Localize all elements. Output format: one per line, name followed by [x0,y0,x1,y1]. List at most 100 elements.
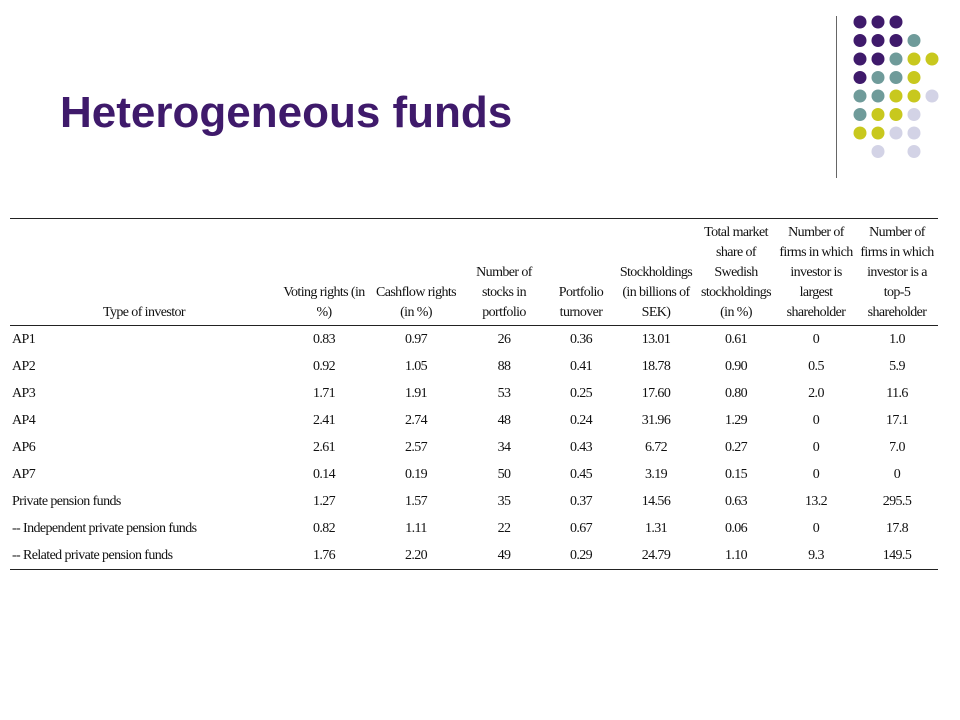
decorative-dot [853,71,867,84]
row-label: AP2 [12,358,36,374]
table-row: AP2 0.92 1.05 88 0.41 18.78 0.90 0.5 5.9 [10,353,938,380]
decorative-dot [907,34,921,47]
table-cell: 0.06 [724,520,748,536]
table-cell: 3.19 [644,466,668,482]
table-cell: 0.61 [724,331,748,347]
decorative-dot [907,71,921,84]
row-label: -- Related private pension funds [10,542,278,570]
table-cell: 1.11 [405,520,427,536]
table-cell: 0.80 [724,385,748,401]
table-cell: 22 [497,520,511,536]
table-cell: 0.24 [569,412,593,428]
table-body: AP1 0.83 0.97 26 0.36 13.01 0.61 0 1.0 AP2 0.92 1.0… [10,326,938,570]
table-cell: 5.9 [889,358,905,374]
table-cell: 17.1 [885,412,909,428]
table-row: Private pension funds 1.27 1.57 35 0.37 14.56… [10,488,938,515]
table-cell: 2.74 [404,412,428,428]
row-label: AP1 [12,331,36,347]
decorative-dot [853,89,867,103]
table-cell: 2.41 [312,412,336,428]
column-header: Number of stocks in portfolio [462,218,546,326]
table-cell: 53 [497,385,511,401]
decorative-dot [889,34,903,47]
table-cell: 0.29 [546,542,616,570]
decorative-dot [889,89,903,103]
table-cell: 2.20 [370,542,462,570]
table-cell: 0.41 [569,358,593,374]
decorative-dot [889,52,903,66]
table-cell: 13.01 [641,331,671,347]
decorative-dot [871,126,885,140]
decorative-dot [907,126,921,140]
table-cell: 11.6 [886,385,908,401]
table-cell: 49 [462,542,546,570]
decorative-dot [907,89,921,103]
table-cell: 1.57 [404,493,428,509]
table-cell: 0.19 [404,466,428,482]
table-cell: 34 [497,439,511,455]
table-header-row: Type of investor Voting rights (in %) Ca… [10,218,938,326]
decorative-dot [871,145,885,158]
decorative-divider [836,16,837,178]
table-cell: 0.63 [724,493,748,509]
decorative-dot [889,71,903,84]
decorative-dot [907,52,921,66]
decorative-dot [889,108,903,121]
table-cell: 0.5 [808,358,824,374]
investor-table: Type of investor Voting rights (in %) Ca… [10,218,938,570]
table-cell: 0.45 [569,466,593,482]
decorative-dot [889,15,903,29]
decorative-dot [853,108,867,121]
decorative-dot [853,126,867,140]
column-header: Number of firms in which investor is a t… [856,218,938,326]
decorative-dot [925,52,939,66]
decorative-dot [871,34,885,47]
table-cell: 1.10 [696,542,776,570]
table-cell: 24.79 [616,542,696,570]
table-cell: 0.14 [312,466,336,482]
table-row: AP6 2.61 2.57 34 0.43 6.72 0.27 0 7.0 [10,434,938,461]
table-cell: 1.91 [404,385,428,401]
table-cell: 0.27 [724,439,748,455]
column-header: Total market share of Swedish stockholdi… [696,218,776,326]
row-label: AP6 [12,439,36,455]
row-label: -- Independent private pension funds [12,520,197,536]
decorative-dot [907,145,921,158]
decorative-dot [853,15,867,29]
table-cell: 2.61 [312,439,336,455]
table-cell: 26 [497,331,511,347]
table-cell: 0 [812,331,820,347]
table-cell: 17.8 [885,520,909,536]
row-label: AP7 [12,466,36,482]
table-row: AP3 1.71 1.91 53 0.25 17.60 0.80 2.0 11.6 [10,380,938,407]
table-cell: 0 [812,466,820,482]
table-cell: 9.3 [776,542,856,570]
row-label: Private pension funds [12,493,121,509]
table-cell: 0 [812,520,820,536]
decorative-dot [889,126,903,140]
column-header: Stockholdings (in billions of SEK) [616,218,696,326]
table-cell: 0.82 [312,520,336,536]
decorative-dot [925,89,939,103]
decorative-dot [871,89,885,103]
table-cell: 6.72 [644,439,668,455]
row-label: AP4 [12,412,36,428]
decorative-dot [853,34,867,47]
table-cell: 0 [812,412,820,428]
table-cell: 7.0 [889,439,905,455]
column-header: Voting rights (in %) [278,218,370,326]
table-row: -- Independent private pension funds 0.82… [10,515,938,542]
table-cell: 48 [497,412,511,428]
table-cell: 0.92 [312,358,336,374]
decorative-dot [871,52,885,66]
table-cell: 13.2 [804,493,828,509]
decorative-dot-grid [853,15,939,158]
table-cell: 0.43 [569,439,593,455]
table-cell: 31.96 [641,412,671,428]
table-cell: 1.05 [404,358,428,374]
table-cell: 0.37 [569,493,593,509]
table-row: -- Related private pension funds 1.76 2.20… [10,542,938,570]
table-cell: 0.97 [404,331,428,347]
table-cell: 35 [497,493,511,509]
